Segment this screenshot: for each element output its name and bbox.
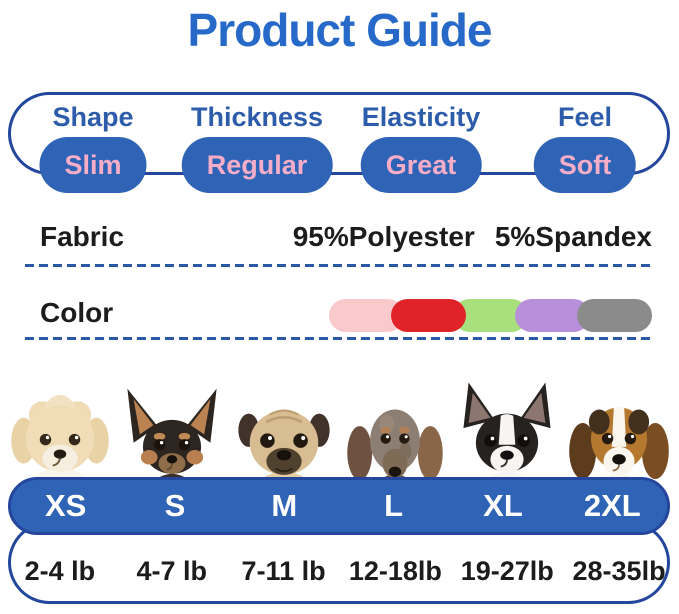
divider-dashed-bottom <box>25 337 655 340</box>
weight-label-2xl: 28-35lb <box>572 556 666 586</box>
spec-label-shape: Shape <box>52 102 134 132</box>
size-label-xs: XS <box>44 488 87 523</box>
weight-label-xl: 19-27lb <box>460 556 554 586</box>
spec-value-feel: Soft <box>533 137 637 193</box>
page-title: Product Guide <box>187 4 493 56</box>
color-swatch-gray <box>577 299 652 332</box>
size-label-m: M <box>271 488 298 523</box>
spec-value-elasticity: Great <box>360 137 482 193</box>
size-label-l: L <box>384 488 404 523</box>
spec-column-elasticity: Elasticity Great <box>339 95 503 193</box>
fabric-label: Fabric <box>40 221 125 252</box>
fabric-value-spandex: 5%Spandex <box>494 221 652 252</box>
spec-column-shape: Shape Slim <box>11 95 175 193</box>
weight-label-m: 7-11 lb <box>241 556 326 586</box>
weight-label-s: 4-7 lb <box>136 556 207 586</box>
color-swatch-red <box>391 299 466 332</box>
spec-label-elasticity: Elasticity <box>361 102 481 132</box>
spec-column-feel: Feel Soft <box>503 95 667 193</box>
fabric-values: 95%Polyester 5%Spandex <box>293 221 652 253</box>
spec-value-shape: Slim <box>39 137 147 193</box>
size-label-s: S <box>164 488 186 523</box>
color-label: Color <box>40 297 114 328</box>
spec-label-feel: Feel <box>557 102 613 132</box>
divider-dashed-top <box>25 264 655 267</box>
weight-row: 2-4 lb 4-7 lb 7-11 lb 12-18lb 19-27lb 28… <box>4 556 675 587</box>
size-label-2xl: 2XL <box>583 488 641 523</box>
spec-value-thickness: Regular <box>181 137 333 193</box>
color-swatches <box>329 299 652 332</box>
spec-box: Shape Slim Thickness Regular Elasticity … <box>8 92 670 193</box>
weight-label-xs: 2-4 lb <box>24 556 96 586</box>
weight-label-l: 12-18lb <box>348 556 442 586</box>
size-label-xl: XL <box>483 488 523 523</box>
fabric-value-polyester: 95%Polyester <box>292 221 475 252</box>
fabric-row: Fabric 95%Polyester 5%Spandex <box>40 221 652 253</box>
spec-column-thickness: Thickness Regular <box>175 95 339 193</box>
size-bar: XS S M L XL 2XL <box>8 477 670 535</box>
spec-label-thickness: Thickness <box>190 102 324 132</box>
